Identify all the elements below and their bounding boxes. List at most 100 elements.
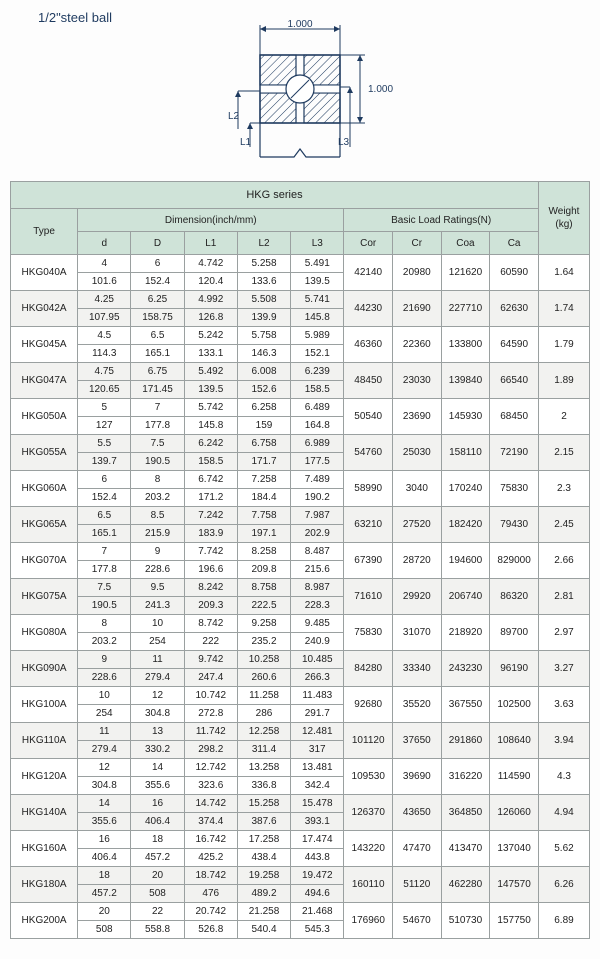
- cell-type: HKG200A: [11, 903, 78, 939]
- cell-type: HKG045A: [11, 327, 78, 363]
- cell-D: 11279.4: [131, 651, 184, 687]
- cell-weight: 2.66: [538, 543, 589, 579]
- cell-D: 8.5215.9: [131, 507, 184, 543]
- cell-D: 6152.4: [131, 255, 184, 291]
- table-row: HKG042A4.25107.956.25158.754.992126.85.5…: [11, 291, 590, 327]
- cell-Coa: 316220: [441, 759, 490, 795]
- cell-L1: 11.742298.2: [184, 723, 237, 759]
- l2-label: L2: [228, 111, 240, 122]
- cell-Cor: 126370: [344, 795, 393, 831]
- cell-Cr: 47470: [393, 831, 442, 867]
- table-row: HKG055A5.5139.77.5190.56.242158.56.75817…: [11, 435, 590, 471]
- cell-type: HKG047A: [11, 363, 78, 399]
- table-row: HKG075A7.5190.59.5241.38.242209.38.75822…: [11, 579, 590, 615]
- cell-type: HKG055A: [11, 435, 78, 471]
- cell-type: HKG070A: [11, 543, 78, 579]
- cell-weight: 1.79: [538, 327, 589, 363]
- cell-L2: 19.258489.2: [237, 867, 290, 903]
- cell-Cr: 51120: [393, 867, 442, 903]
- col-Coa: Coa: [441, 232, 490, 255]
- cell-Ca: 62630: [490, 291, 539, 327]
- cell-L3: 13.481342.4: [291, 759, 344, 795]
- cell-type: HKG065A: [11, 507, 78, 543]
- cell-type: HKG180A: [11, 867, 78, 903]
- cell-D: 22558.8: [131, 903, 184, 939]
- cell-Coa: 133800: [441, 327, 490, 363]
- cell-weight: 6.89: [538, 903, 589, 939]
- cell-Cr: 37650: [393, 723, 442, 759]
- cell-Coa: 367550: [441, 687, 490, 723]
- table-head: HKG series Weight (kg) Type Dimension(in…: [11, 182, 590, 255]
- bearing-diagram: 1.000: [190, 19, 410, 169]
- cell-L3: 7.987202.9: [291, 507, 344, 543]
- cell-L1: 5.242133.1: [184, 327, 237, 363]
- cell-d: 10254: [78, 687, 131, 723]
- cell-L2: 13.258336.8: [237, 759, 290, 795]
- cell-L1: 5.492139.5: [184, 363, 237, 399]
- cell-L2: 10.258260.6: [237, 651, 290, 687]
- cell-D: 20508: [131, 867, 184, 903]
- cell-weight: 1.64: [538, 255, 589, 291]
- cell-d: 12304.8: [78, 759, 131, 795]
- cell-L2: 12.258311.4: [237, 723, 290, 759]
- cell-Cor: 176960: [344, 903, 393, 939]
- cell-Cr: 39690: [393, 759, 442, 795]
- cell-Ca: 126060: [490, 795, 539, 831]
- table-row: HKG070A7177.89228.67.742196.68.258209.88…: [11, 543, 590, 579]
- table-body: HKG040A4101.66152.44.742120.45.258133.65…: [11, 255, 590, 939]
- table-row: HKG200A2050822558.820.742526.821.258540.…: [11, 903, 590, 939]
- cell-Coa: 227710: [441, 291, 490, 327]
- cell-Coa: 510730: [441, 903, 490, 939]
- cell-L3: 6.239158.5: [291, 363, 344, 399]
- cell-D: 13330.2: [131, 723, 184, 759]
- cell-Coa: 194600: [441, 543, 490, 579]
- cell-L1: 5.742145.8: [184, 399, 237, 435]
- cell-weight: 2.45: [538, 507, 589, 543]
- cell-Coa: 139840: [441, 363, 490, 399]
- cell-Cor: 58990: [344, 471, 393, 507]
- col-weight: Weight (kg): [538, 182, 589, 255]
- table-row: HKG180A18457.22050818.74247619.258489.21…: [11, 867, 590, 903]
- cell-weight: 4.94: [538, 795, 589, 831]
- spec-table: HKG series Weight (kg) Type Dimension(in…: [10, 181, 590, 939]
- page: 1/2"steel ball 1.000: [0, 0, 600, 959]
- cell-weight: 6.26: [538, 867, 589, 903]
- cell-L3: 11.483291.7: [291, 687, 344, 723]
- dim-top-label: 1.000: [287, 19, 312, 30]
- cell-Cr: 54670: [393, 903, 442, 939]
- cell-weight: 4.3: [538, 759, 589, 795]
- cell-Coa: 364850: [441, 795, 490, 831]
- cell-Coa: 170240: [441, 471, 490, 507]
- cell-Cor: 42140: [344, 255, 393, 291]
- cell-Coa: 206740: [441, 579, 490, 615]
- table-row: HKG090A9228.611279.49.742247.410.258260.…: [11, 651, 590, 687]
- col-Cr: Cr: [393, 232, 442, 255]
- cell-weight: 3.94: [538, 723, 589, 759]
- cell-L3: 8.987228.3: [291, 579, 344, 615]
- cell-weight: 2.97: [538, 615, 589, 651]
- cell-L2: 8.258209.8: [237, 543, 290, 579]
- col-d: d: [78, 232, 131, 255]
- cell-weight: 5.62: [538, 831, 589, 867]
- cell-Ca: 75830: [490, 471, 539, 507]
- cell-d: 8203.2: [78, 615, 131, 651]
- cell-Ca: 147570: [490, 867, 539, 903]
- cell-L3: 6.989177.5: [291, 435, 344, 471]
- cell-L1: 8.242209.3: [184, 579, 237, 615]
- cell-Cr: 23690: [393, 399, 442, 435]
- col-L3: L3: [291, 232, 344, 255]
- cell-type: HKG090A: [11, 651, 78, 687]
- table-row: HKG080A8203.2102548.7422229.258235.29.48…: [11, 615, 590, 651]
- cell-weight: 2.15: [538, 435, 589, 471]
- cell-Ca: 66540: [490, 363, 539, 399]
- cell-Cor: 67390: [344, 543, 393, 579]
- table-row: HKG050A51277177.85.742145.86.2581596.489…: [11, 399, 590, 435]
- cell-Cr: 33340: [393, 651, 442, 687]
- cell-Cor: 109530: [344, 759, 393, 795]
- cell-Cor: 50540: [344, 399, 393, 435]
- cell-d: 4.25107.95: [78, 291, 131, 327]
- cell-weight: 3.27: [538, 651, 589, 687]
- col-dim-group: Dimension(inch/mm): [78, 209, 344, 232]
- cell-Cor: 75830: [344, 615, 393, 651]
- cell-Cr: 20980: [393, 255, 442, 291]
